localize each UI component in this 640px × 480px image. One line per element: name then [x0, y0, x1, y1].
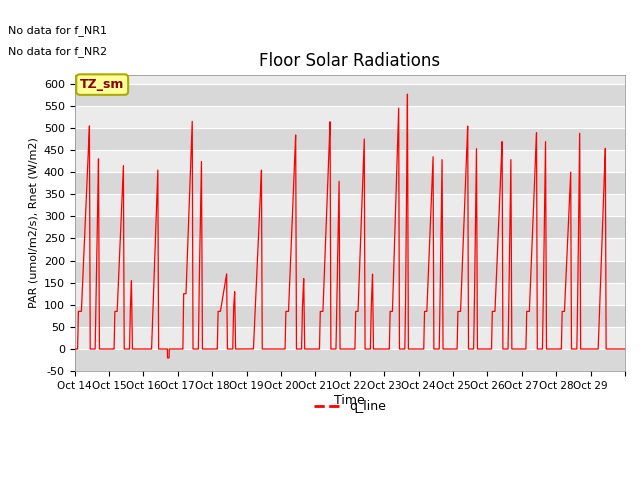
Y-axis label: PAR (umol/m2/s), Rnet (W/m2): PAR (umol/m2/s), Rnet (W/m2) [28, 137, 38, 308]
Legend: q_line: q_line [309, 395, 390, 418]
Bar [74, 128, 625, 150]
Bar [74, 172, 625, 194]
Bar [74, 305, 625, 327]
Text: No data for f_NR2: No data for f_NR2 [8, 46, 108, 57]
Text: TZ_sm: TZ_sm [80, 78, 124, 91]
Bar [74, 84, 625, 106]
Bar [74, 261, 625, 283]
Bar [74, 216, 625, 239]
X-axis label: Time: Time [334, 394, 365, 407]
Text: No data for f_NR1: No data for f_NR1 [8, 25, 108, 36]
Bar [74, 349, 625, 371]
Title: Floor Solar Radiations: Floor Solar Radiations [259, 52, 440, 71]
